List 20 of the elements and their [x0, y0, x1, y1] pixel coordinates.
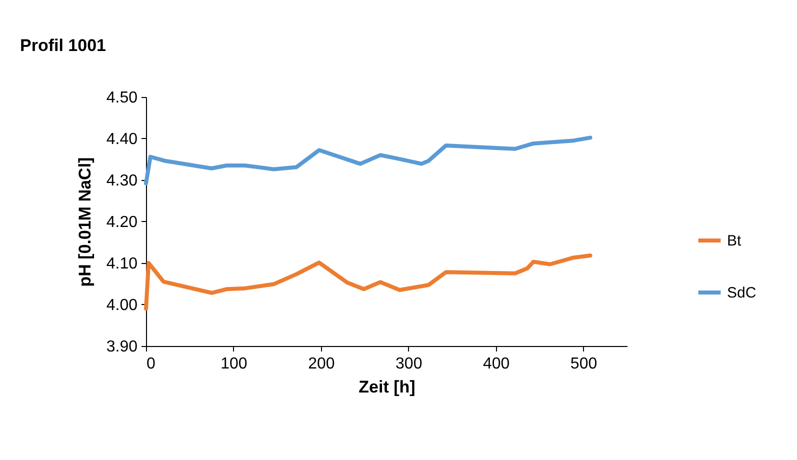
x-tick-label: 400 [482, 356, 510, 372]
y-tick-label: 4.50 [106, 90, 138, 106]
legend-label: SdC [727, 284, 756, 302]
line-series [144, 254, 592, 311]
line-series [144, 136, 592, 186]
x-axis-title: Zeit [h] [358, 378, 416, 396]
y-axis-title: pH [0.01M NaCl] [75, 157, 94, 287]
y-tick-label: 4.40 [106, 131, 138, 148]
x-tick-label: 300 [396, 356, 422, 372]
chart-title: Profil 1001 [20, 36, 106, 55]
y-tick-label: 4.00 [106, 297, 138, 314]
y-tick-label: 4.30 [106, 172, 138, 190]
y-tick-label: 4.10 [106, 256, 138, 272]
legend-label: Bt [727, 232, 742, 250]
x-tick-label: 500 [570, 356, 598, 372]
x-tick-label: 200 [308, 356, 335, 372]
y-tick-label: 4.20 [106, 214, 138, 231]
x-tick-label: 0 [146, 356, 156, 372]
x-tick-label: 100 [220, 356, 248, 372]
y-tick-label: 3.90 [106, 338, 138, 356]
